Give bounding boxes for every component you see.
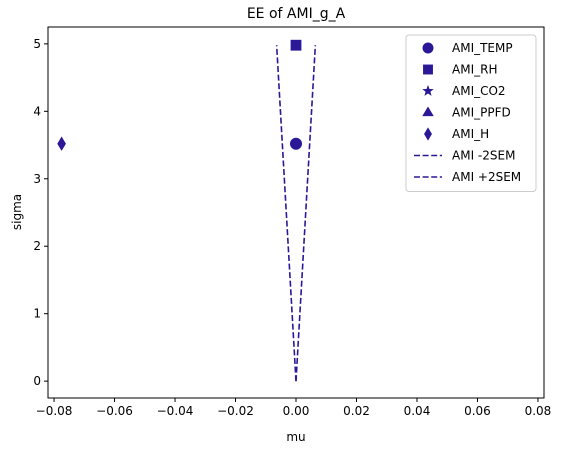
y-tick-label: 1 <box>33 307 41 321</box>
y-tick-label: 3 <box>33 172 41 186</box>
legend-entry-label: AMI_CO2 <box>452 84 506 98</box>
x-tick-label: −0.06 <box>96 404 133 418</box>
legend-marker-circle <box>422 42 434 54</box>
legend-entry-label: AMI +2SEM <box>452 170 521 184</box>
legend-entry-label: AMI -2SEM <box>452 149 515 163</box>
plot-area-frame <box>47 26 545 399</box>
legend-entry-label: AMI_TEMP <box>452 41 513 55</box>
x-tick-label: 0.06 <box>464 404 491 418</box>
legend-entry-label: AMI_PPFD <box>452 106 511 120</box>
chart-marks <box>57 39 317 382</box>
x-tick-label: 0.08 <box>525 404 552 418</box>
legend-box <box>405 34 537 192</box>
data-point-ami-rh <box>290 39 302 51</box>
data-point-ami-h <box>57 136 66 151</box>
x-tick-label: 0.00 <box>283 404 310 418</box>
legend-entry-label: AMI_H <box>452 127 489 141</box>
y-tick-label: 0 <box>33 374 41 388</box>
axis-ticks: −0.08 −0.06 −0.04 −0.02 0.00 0.02 0.04 0.06 0.08… <box>33 37 551 418</box>
legend-marker-triangle <box>422 106 434 117</box>
series-line-ami-2sem <box>295 45 317 382</box>
y-tick-label: 2 <box>33 239 41 253</box>
x-tick-label: −0.04 <box>157 404 194 418</box>
series-line-ami-2sem <box>275 45 297 382</box>
x-tick-label: 0.02 <box>343 404 370 418</box>
x-tick-label: 0.04 <box>404 404 431 418</box>
data-point-ami-temp <box>290 137 302 150</box>
y-tick-label: 5 <box>33 37 41 51</box>
x-axis-label: mu <box>286 430 305 444</box>
legend-marker-diamond <box>424 127 432 141</box>
chart-title: EE of AMI_g_A <box>247 6 346 22</box>
legend: AMI_TEMP AMI_RH AMI_CO2 AMI_PPFD AMI_H AMI -2… <box>405 34 537 192</box>
legend-marker-square <box>423 64 433 75</box>
legend-entry-label: AMI_RH <box>452 63 497 77</box>
legend-marker-star <box>422 84 434 96</box>
y-tick-label: 4 <box>33 104 41 118</box>
x-tick-label: −0.02 <box>217 404 254 418</box>
x-tick-label: −0.08 <box>36 404 73 418</box>
y-axis-label: sigma <box>10 194 24 230</box>
